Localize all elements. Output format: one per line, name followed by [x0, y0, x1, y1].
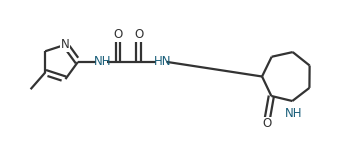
Text: O: O: [262, 117, 272, 130]
Text: NH: NH: [285, 107, 302, 120]
Text: O: O: [113, 28, 122, 41]
Text: NH: NH: [94, 55, 111, 68]
Text: O: O: [134, 28, 143, 41]
Text: HN: HN: [153, 55, 171, 68]
Text: N: N: [61, 38, 70, 51]
